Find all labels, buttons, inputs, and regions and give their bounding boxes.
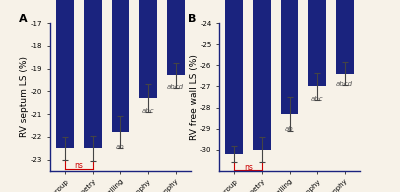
Text: abcd: abcd bbox=[336, 81, 353, 87]
Text: abc: abc bbox=[311, 96, 324, 102]
Text: ns: ns bbox=[244, 162, 253, 171]
Bar bbox=[166, 0, 184, 75]
Bar bbox=[56, 0, 74, 148]
Bar bbox=[139, 0, 157, 98]
Y-axis label: RV free wall LS (%): RV free wall LS (%) bbox=[190, 54, 198, 140]
Text: abc: abc bbox=[142, 108, 154, 113]
Text: ns: ns bbox=[75, 161, 84, 170]
Y-axis label: RV septum LS (%): RV septum LS (%) bbox=[20, 56, 30, 137]
Text: B: B bbox=[188, 14, 196, 24]
Text: A: A bbox=[19, 14, 28, 24]
Text: ab: ab bbox=[116, 144, 125, 150]
Bar bbox=[112, 0, 130, 132]
Bar bbox=[253, 0, 271, 150]
Text: abcd: abcd bbox=[167, 84, 184, 90]
Bar bbox=[308, 0, 326, 86]
Bar bbox=[84, 0, 102, 148]
Text: ab: ab bbox=[285, 127, 294, 132]
Bar bbox=[226, 0, 244, 154]
Bar bbox=[336, 0, 354, 74]
Bar bbox=[280, 0, 298, 114]
